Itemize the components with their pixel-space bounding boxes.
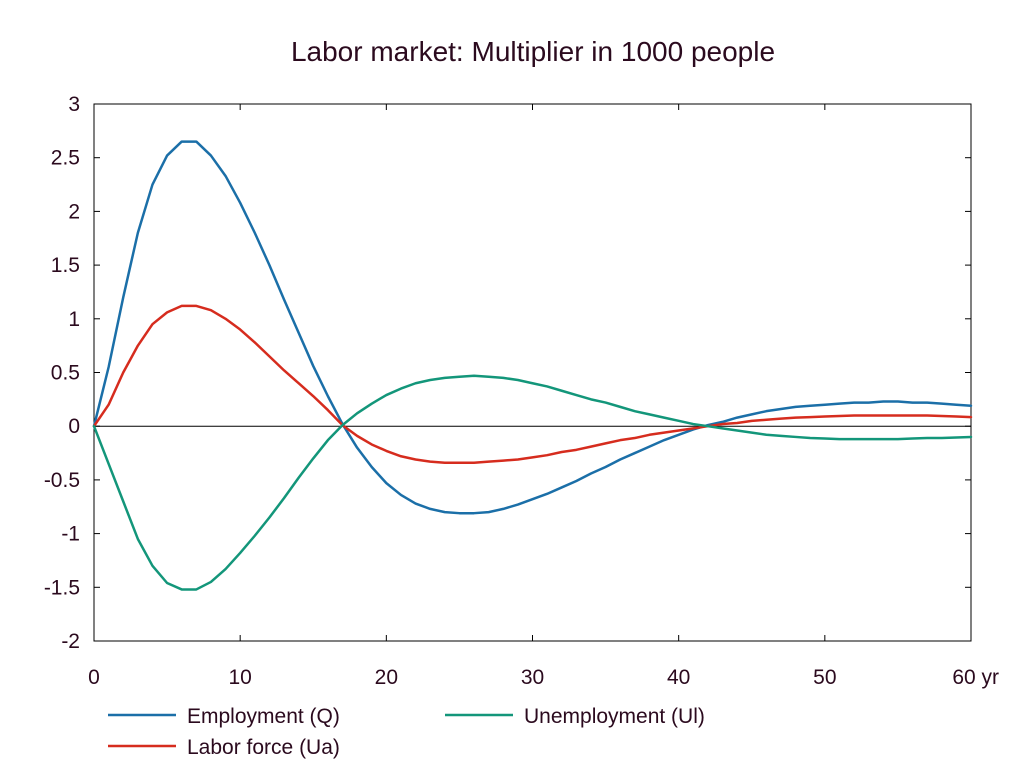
series-line-0 xyxy=(92,140,973,515)
legend-label: Unemployment (Ul) xyxy=(524,705,705,728)
y-tick-label: 2.5 xyxy=(51,147,80,170)
y-tick-label: -1.5 xyxy=(44,576,80,599)
y-tick-label: 2 xyxy=(68,200,80,223)
plot-border xyxy=(93,103,972,642)
series-line-1 xyxy=(92,304,973,464)
legend-label: Labor force (Ua) xyxy=(187,736,340,759)
y-tick-label: 0.5 xyxy=(51,362,80,385)
x-tick-label: 10 xyxy=(228,666,251,689)
x-tick-label: 50 xyxy=(813,666,836,689)
series-line-2 xyxy=(92,374,973,591)
chart-title: Labor market: Multiplier in 1000 people xyxy=(291,36,775,67)
y-tick-label: 3 xyxy=(68,93,80,116)
x-tick-label: 40 xyxy=(667,666,690,689)
x-tick-label: 20 xyxy=(375,666,398,689)
legend: Employment (Q) Labor force (Ua) Unemployme… xyxy=(108,705,705,759)
plot-area xyxy=(93,103,972,642)
legend-label: Employment (Q) xyxy=(187,705,340,728)
y-tick-label: -1 xyxy=(61,523,80,546)
y-tick-label: 1 xyxy=(68,308,80,331)
axis-ticks: 3 2.5 2 1.5 1 0.5 0 -0.5 -1 -1.5 -2 0 10 20 30 40 50 60 y… xyxy=(44,93,999,689)
x-tick-label: 30 xyxy=(521,666,544,689)
y-tick-label: -2 xyxy=(61,630,80,653)
x-tick-label: 0 xyxy=(88,666,100,689)
series-layer xyxy=(92,140,973,591)
x-tick-label: 60 yr xyxy=(952,666,999,689)
y-tick-label: -0.5 xyxy=(44,469,80,492)
y-tick-label: 1.5 xyxy=(51,254,80,277)
y-tick-label: 0 xyxy=(68,415,80,438)
